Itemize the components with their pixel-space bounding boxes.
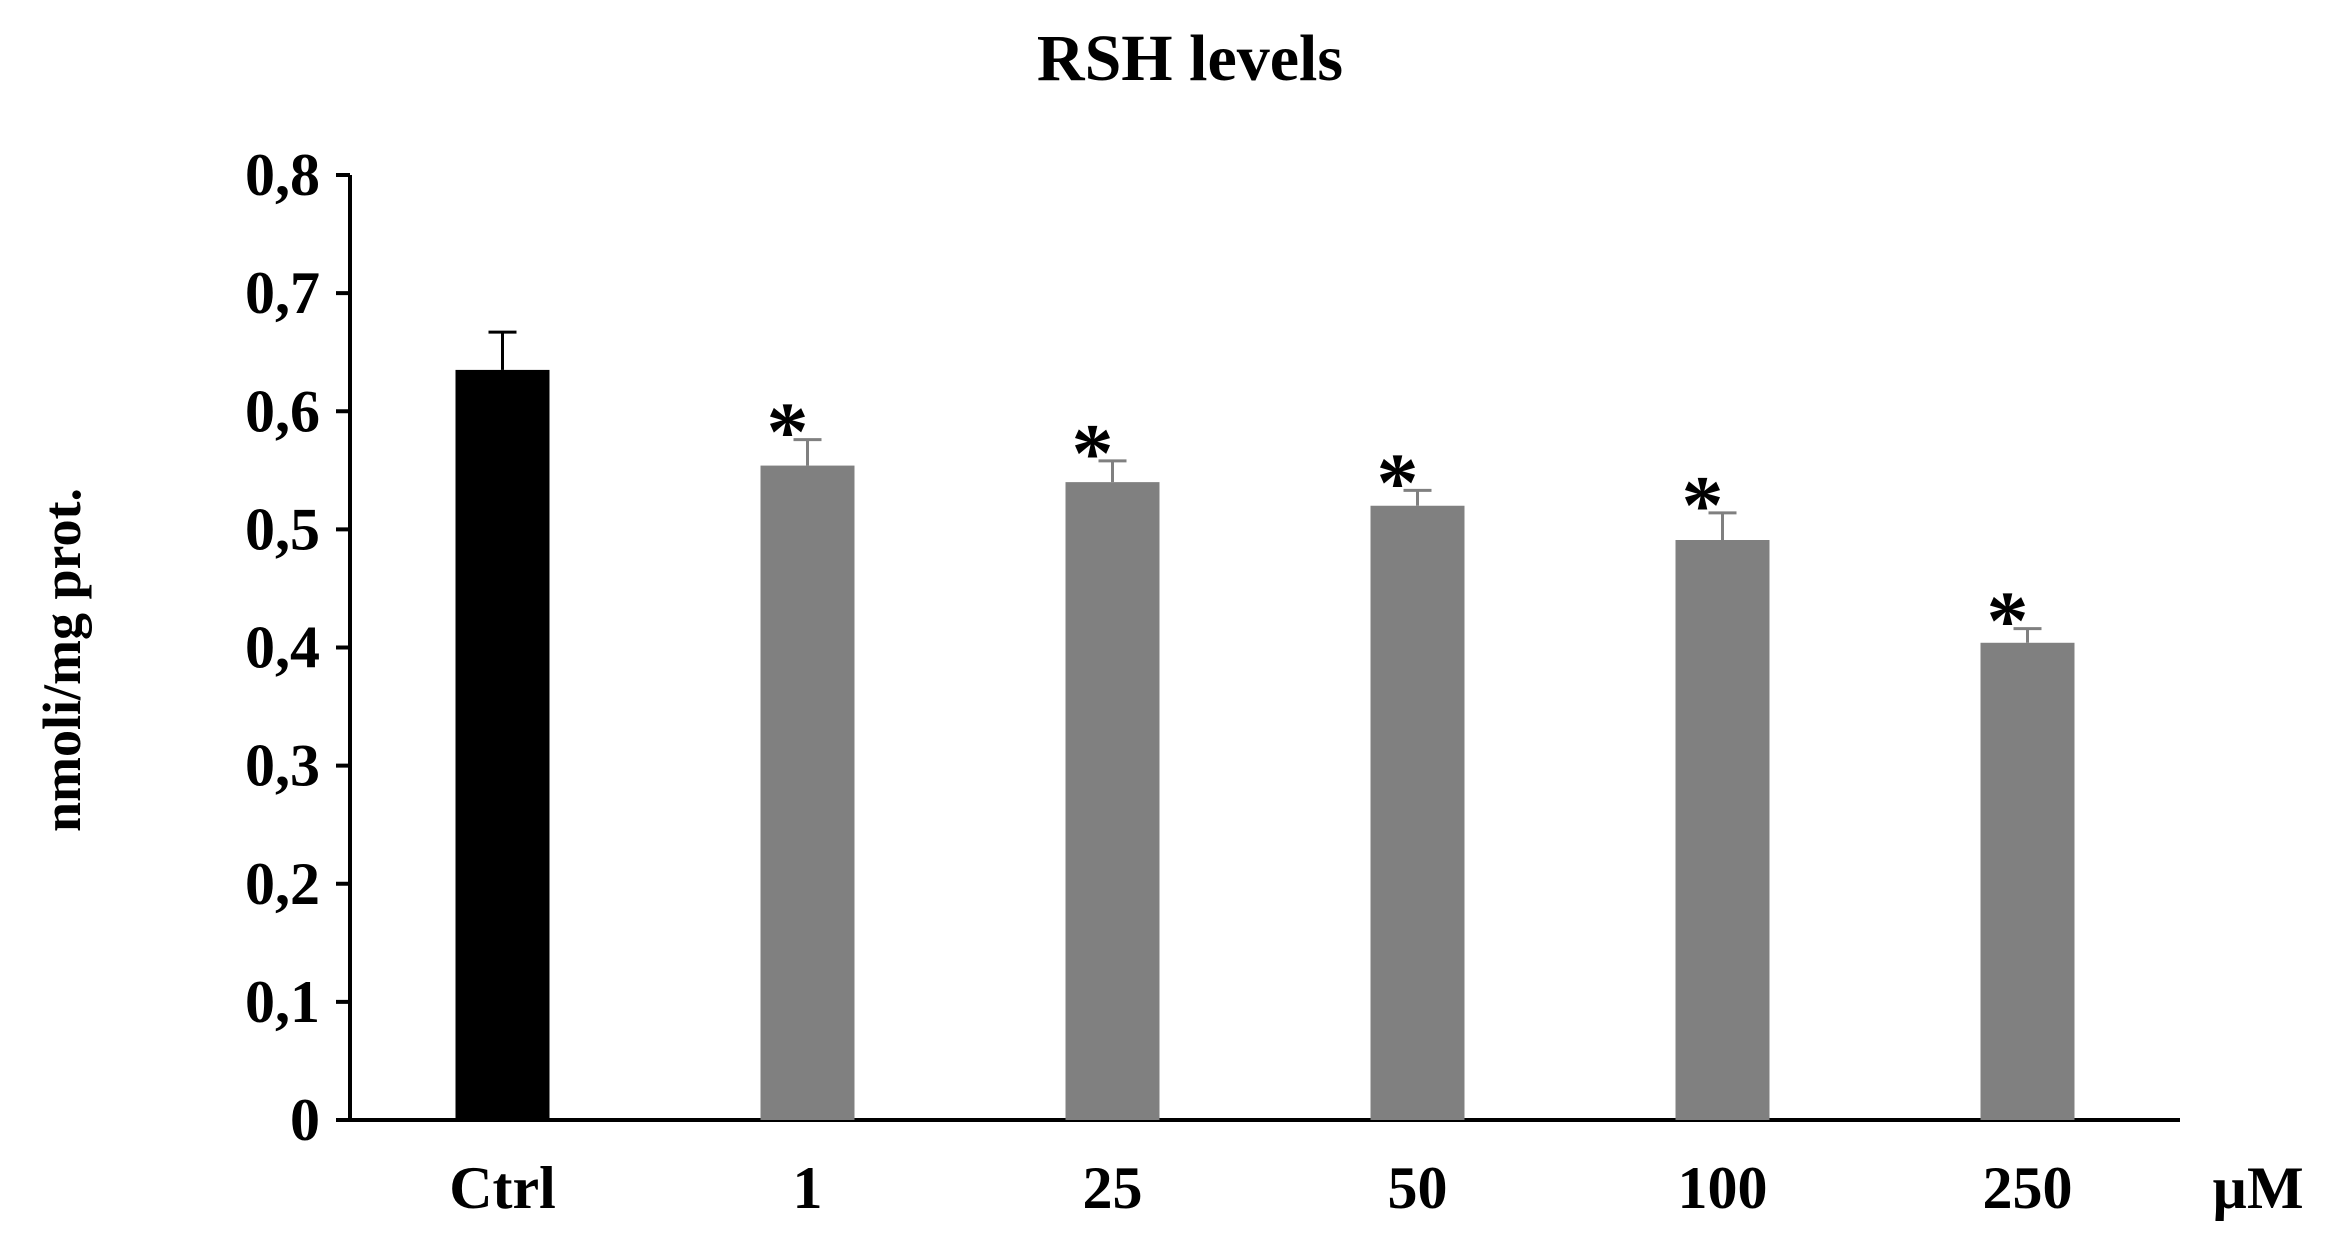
y-axis-ticks: 0 0,1 0,2 0,3 0,4 0,5 0,6 0,7 0,8 — [245, 142, 350, 1153]
y-tick-label: 0 — [290, 1087, 320, 1153]
x-tick-label: 100 — [1678, 1155, 1768, 1221]
bars-group — [455, 369, 2075, 1120]
x-tick-label: 50 — [1388, 1155, 1448, 1221]
y-tick-label: 0,3 — [245, 733, 320, 799]
bar-ctrl — [455, 369, 550, 1120]
significance-markers-group: * * * * * — [767, 386, 2029, 668]
x-tick-label: 25 — [1083, 1155, 1143, 1221]
y-tick-label: 0,4 — [245, 615, 320, 681]
x-tick-label: Ctrl — [449, 1155, 556, 1221]
bar-50 — [1370, 505, 1465, 1120]
x-axis-tick-labels: Ctrl 1 25 50 100 250 — [449, 1155, 2072, 1221]
significance-marker: * — [1682, 459, 1724, 552]
error-bars-group — [488, 330, 2042, 643]
bar-250 — [1980, 642, 2075, 1120]
y-tick-label: 0,7 — [245, 260, 320, 326]
y-tick-label: 0,6 — [245, 378, 320, 444]
significance-marker: * — [767, 386, 809, 479]
x-tick-label: 250 — [1983, 1155, 2073, 1221]
bar-100 — [1675, 540, 1770, 1120]
y-tick-label: 0,8 — [245, 142, 320, 208]
significance-marker: * — [1987, 575, 2029, 668]
significance-marker: * — [1072, 407, 1114, 500]
x-axis-unit-label: µM — [2212, 1155, 2303, 1221]
y-tick-label: 0,5 — [245, 496, 320, 562]
y-tick-label: 0,2 — [245, 851, 320, 917]
y-axis-label: nmoli/mg prot. — [32, 488, 92, 832]
significance-marker: * — [1377, 436, 1419, 529]
chart-title: RSH levels — [1037, 22, 1343, 95]
x-tick-label: 1 — [793, 1155, 823, 1221]
bar-1 — [760, 465, 855, 1120]
y-tick-label: 0,1 — [245, 969, 320, 1035]
bar-25 — [1065, 482, 1160, 1120]
